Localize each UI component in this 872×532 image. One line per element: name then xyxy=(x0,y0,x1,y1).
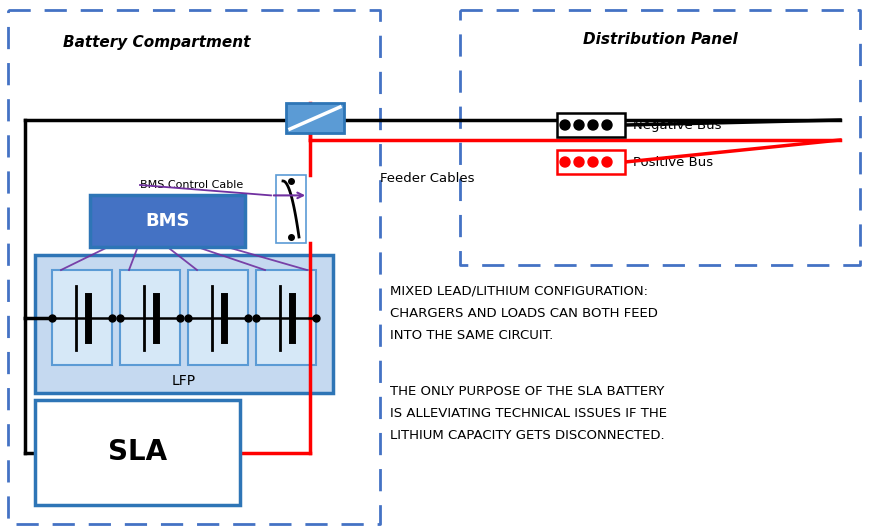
Text: Negative Bus: Negative Bus xyxy=(633,119,721,131)
FancyBboxPatch shape xyxy=(286,103,344,133)
Text: MIXED LEAD/LITHIUM CONFIGURATION:
CHARGERS AND LOADS CAN BOTH FEED
INTO THE SAME: MIXED LEAD/LITHIUM CONFIGURATION: CHARGE… xyxy=(390,285,657,342)
Circle shape xyxy=(588,157,598,167)
Circle shape xyxy=(560,120,570,130)
FancyBboxPatch shape xyxy=(276,175,306,243)
Text: THE ONLY PURPOSE OF THE SLA BATTERY
IS ALLEVIATING TECHNICAL ISSUES IF THE
LITHI: THE ONLY PURPOSE OF THE SLA BATTERY IS A… xyxy=(390,385,667,442)
FancyBboxPatch shape xyxy=(557,150,625,174)
Text: BMS Control Cable: BMS Control Cable xyxy=(140,180,243,190)
FancyBboxPatch shape xyxy=(188,270,248,365)
Text: SLA: SLA xyxy=(108,438,167,467)
FancyBboxPatch shape xyxy=(90,195,245,247)
Circle shape xyxy=(560,157,570,167)
Circle shape xyxy=(588,120,598,130)
FancyBboxPatch shape xyxy=(120,270,180,365)
Text: Feeder Cables: Feeder Cables xyxy=(380,171,474,185)
FancyBboxPatch shape xyxy=(35,400,240,505)
Circle shape xyxy=(574,120,584,130)
FancyBboxPatch shape xyxy=(52,270,112,365)
Circle shape xyxy=(602,157,612,167)
Text: LFP: LFP xyxy=(172,374,196,388)
FancyBboxPatch shape xyxy=(256,270,316,365)
Circle shape xyxy=(574,157,584,167)
Text: Battery Compartment: Battery Compartment xyxy=(63,35,250,49)
Circle shape xyxy=(602,120,612,130)
FancyBboxPatch shape xyxy=(557,113,625,137)
Text: BMS: BMS xyxy=(146,212,190,230)
FancyBboxPatch shape xyxy=(35,255,333,393)
Text: Distribution Panel: Distribution Panel xyxy=(582,32,738,47)
Text: Positive Bus: Positive Bus xyxy=(633,155,713,169)
